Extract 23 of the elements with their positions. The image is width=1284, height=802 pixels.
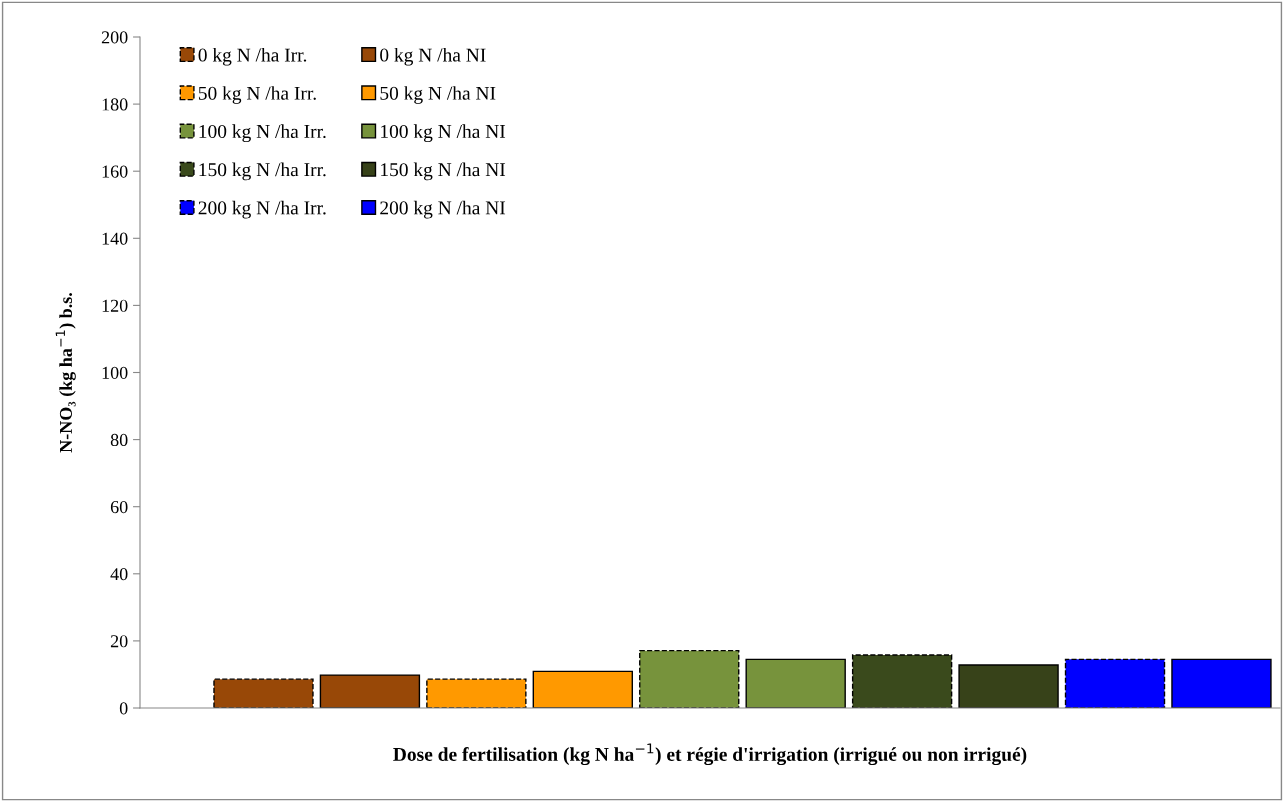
y-tick-label: 200 [101, 31, 128, 44]
y-tick-label: 20 [110, 635, 128, 648]
y-tick-label: 0 [119, 702, 128, 715]
y-tick-label: 100 [102, 366, 128, 379]
y-axis-title: N-NO₃ (kg ha$^{−1}$) b.s. [55, 292, 76, 453]
legend-label: 200 kg N /ha Irr. [198, 200, 326, 219]
legend-label: 100 kg N /ha NI [381, 124, 506, 143]
y-tick-label: 80 [110, 433, 128, 447]
legend-label: 0 kg N /ha Irr. [198, 47, 307, 66]
legend-label: 50 kg N /ha NI [380, 86, 496, 104]
x-axis-title: Dose de fertilisation (kg N ha$^{−1}$) et régie d'irrigation (irrigué ou non irrigué) [393, 743, 1027, 766]
legend-label: 50 kg N /ha Irr. [198, 86, 316, 104]
y-tick-label: 140 [102, 232, 128, 245]
legend-label: 0 kg N /ha NI [380, 47, 486, 66]
legend-label: 150 kg N /ha Irr. [199, 162, 326, 181]
legend-label: 150 kg N /ha NI [381, 162, 506, 181]
y-tick-label: 40 [110, 568, 128, 581]
y-tick-label: 160 [102, 165, 128, 178]
legend-label: 200 kg N /ha NI [380, 200, 506, 219]
y-tick-label: 180 [102, 98, 128, 111]
y-tick-label: 60 [110, 500, 128, 514]
legend-label: 100 kg N /ha Irr. [199, 124, 326, 143]
y-tick-label: 120 [102, 299, 128, 312]
